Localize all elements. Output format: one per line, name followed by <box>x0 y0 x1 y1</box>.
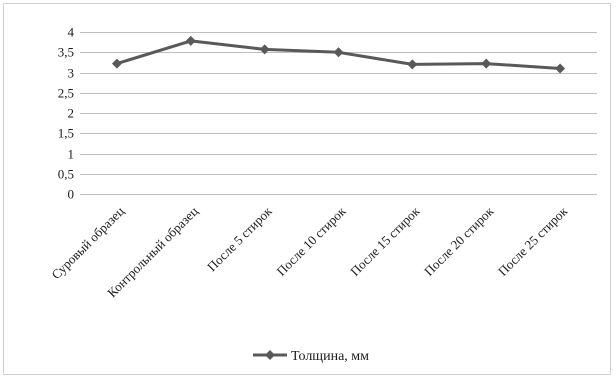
y-tick-label: 3 <box>68 66 75 81</box>
y-tick-label: 1,5 <box>58 126 74 141</box>
gridlines <box>80 32 597 195</box>
legend-label-thickness: Толщина, мм <box>291 349 369 364</box>
x-category-label: После 10 стирок <box>273 203 349 279</box>
data-point-marker <box>259 44 270 55</box>
y-tick-label: 2,5 <box>58 86 74 101</box>
y-tick-label: 2 <box>68 106 75 121</box>
data-point-marker <box>111 58 122 69</box>
data-point-marker <box>407 59 418 70</box>
y-axis-ticks: 0 0,5 1 1,5 2 2,5 3 3,5 4 <box>58 25 75 202</box>
legend: Толщина, мм <box>253 349 369 364</box>
y-tick-label: 3,5 <box>58 45 74 60</box>
data-point-marker <box>333 47 344 58</box>
data-point-marker <box>481 58 492 69</box>
y-tick-label: 0,5 <box>58 167 74 182</box>
y-tick-label: 0 <box>68 187 75 202</box>
x-category-label: После 20 стирок <box>421 203 497 279</box>
x-category-label: Суровый образец <box>48 203 127 282</box>
x-category-label: После 25 стирок <box>495 203 571 279</box>
x-category-label: После 5 стирок <box>204 203 275 274</box>
data-point-marker <box>185 35 196 46</box>
legend-marker-diamond <box>265 350 275 360</box>
data-point-marker <box>555 63 566 74</box>
x-category-label: После 15 стирок <box>347 203 423 279</box>
y-tick-label: 1 <box>68 147 75 162</box>
series-layer <box>111 35 566 74</box>
y-tick-label: 4 <box>68 25 75 40</box>
